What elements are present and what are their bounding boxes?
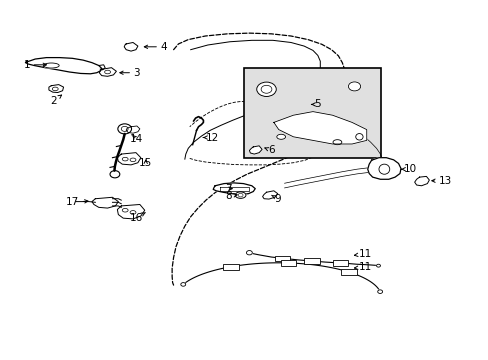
Polygon shape — [126, 126, 140, 133]
Polygon shape — [262, 191, 277, 199]
Polygon shape — [25, 58, 102, 74]
Text: 8: 8 — [225, 191, 237, 201]
Polygon shape — [249, 146, 262, 154]
Text: 12: 12 — [203, 132, 219, 143]
Text: 9: 9 — [271, 194, 281, 204]
Text: 10: 10 — [401, 164, 416, 174]
Text: 2: 2 — [50, 95, 61, 106]
Polygon shape — [92, 197, 118, 208]
Text: 1: 1 — [23, 60, 46, 70]
Ellipse shape — [246, 251, 252, 255]
Text: 7: 7 — [225, 184, 232, 194]
Polygon shape — [49, 85, 63, 93]
Bar — [223, 264, 239, 270]
Text: 17: 17 — [65, 197, 88, 207]
Text: 16: 16 — [129, 213, 145, 223]
Bar — [332, 260, 347, 266]
Polygon shape — [117, 153, 141, 165]
Ellipse shape — [347, 82, 360, 91]
Ellipse shape — [355, 134, 362, 140]
Ellipse shape — [43, 63, 59, 68]
Text: 11: 11 — [354, 262, 372, 272]
Polygon shape — [213, 183, 255, 194]
Ellipse shape — [377, 290, 382, 293]
Text: 3: 3 — [120, 68, 140, 78]
Text: 11: 11 — [354, 249, 372, 259]
Polygon shape — [124, 42, 138, 51]
Polygon shape — [414, 176, 428, 186]
Polygon shape — [367, 158, 400, 179]
Text: 13: 13 — [431, 176, 451, 186]
Bar — [244, 68, 381, 158]
Ellipse shape — [276, 134, 285, 139]
Ellipse shape — [235, 192, 245, 198]
Ellipse shape — [181, 283, 185, 286]
Text: 6: 6 — [264, 145, 274, 156]
Bar — [341, 269, 356, 275]
Polygon shape — [99, 68, 116, 76]
Ellipse shape — [376, 264, 380, 267]
Polygon shape — [273, 112, 366, 144]
Polygon shape — [117, 204, 144, 219]
Text: 5: 5 — [311, 99, 321, 109]
Text: 4: 4 — [144, 42, 167, 52]
Text: 15: 15 — [139, 158, 152, 168]
Ellipse shape — [256, 82, 276, 96]
Bar — [274, 256, 290, 261]
Bar — [304, 258, 319, 264]
Ellipse shape — [118, 124, 131, 134]
Text: 14: 14 — [129, 134, 142, 144]
Bar — [280, 260, 296, 266]
Ellipse shape — [332, 140, 341, 145]
